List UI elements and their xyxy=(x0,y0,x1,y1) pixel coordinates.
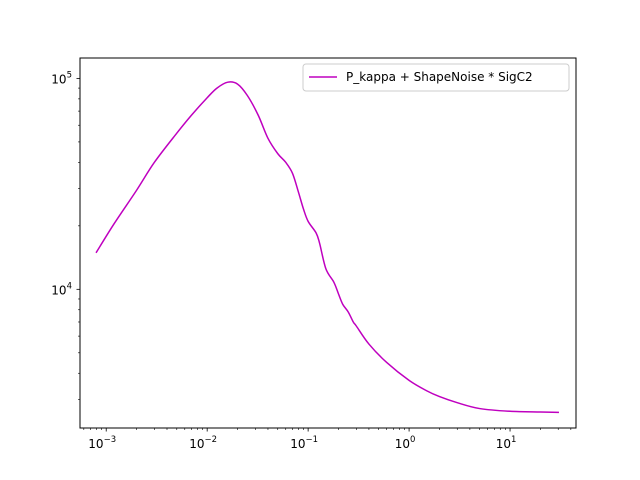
series-line-0 xyxy=(95,81,559,414)
x-tick-label: 100 xyxy=(395,435,416,451)
legend-label: P_kappa + ShapeNoise * SigC2 xyxy=(346,70,533,84)
plot-frame xyxy=(79,57,577,429)
x-tick-label: 10−3 xyxy=(88,435,116,451)
x-axis-ticks: 10−3 10−2 10−1 100 101 xyxy=(83,428,572,451)
y-axis-ticks: 104 105 xyxy=(51,70,80,400)
legend: P_kappa + ShapeNoise * SigC2 xyxy=(302,63,570,92)
y-tick-label: 104 xyxy=(51,281,72,297)
x-tick-label: 10−2 xyxy=(189,435,217,451)
x-tick-label: 10−1 xyxy=(290,435,318,451)
x-tick-label: 101 xyxy=(496,435,517,451)
legend-box xyxy=(302,63,570,92)
plot-area xyxy=(80,58,576,428)
series-layer xyxy=(95,81,559,414)
y-tick-label: 105 xyxy=(51,70,72,86)
